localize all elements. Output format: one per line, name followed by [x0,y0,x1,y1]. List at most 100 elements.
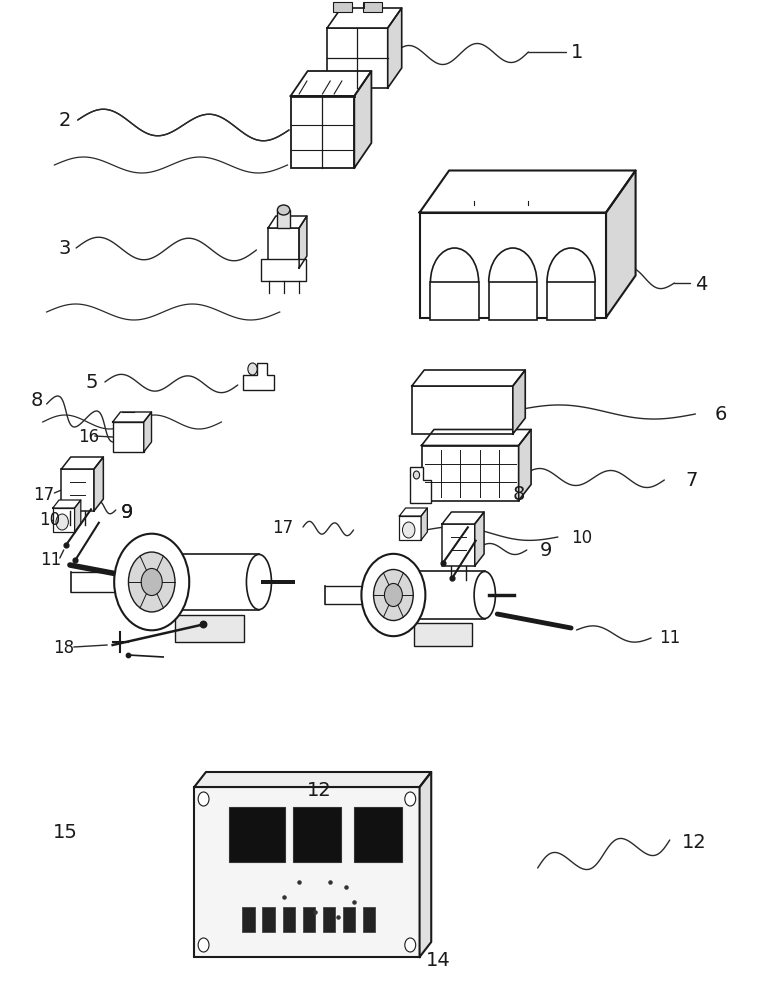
Circle shape [361,554,425,636]
Bar [363,2,382,12]
Bar [327,28,388,88]
Bar [293,807,341,862]
Bar [229,807,285,862]
Bar [277,210,290,228]
Polygon shape [194,772,431,787]
Bar [547,282,595,320]
Polygon shape [144,412,152,452]
Text: 10: 10 [39,511,60,529]
Circle shape [248,363,257,375]
Point [347,894,360,910]
Polygon shape [413,623,472,646]
Point [324,874,336,890]
Text: 6: 6 [715,406,727,424]
Circle shape [198,792,209,806]
Bar [242,907,255,932]
Text: 4: 4 [695,275,708,294]
Polygon shape [176,615,244,642]
Polygon shape [421,508,427,540]
Circle shape [141,568,162,596]
Ellipse shape [277,205,290,215]
Bar [303,907,315,932]
Bar [421,446,519,500]
Polygon shape [327,8,402,28]
Polygon shape [53,500,81,508]
Bar [322,907,335,932]
Circle shape [385,583,402,607]
Text: 14: 14 [426,950,451,970]
Polygon shape [399,508,427,516]
Point [332,909,344,925]
Ellipse shape [246,554,271,610]
Bar [263,907,275,932]
Ellipse shape [148,554,173,610]
Bar [113,422,144,452]
Circle shape [198,938,209,952]
Point [277,889,290,905]
Bar [442,524,475,566]
Bar [420,213,606,318]
Polygon shape [420,772,431,957]
Bar [61,469,94,511]
Circle shape [114,534,190,630]
Bar [363,907,375,932]
Text: 9: 9 [540,540,552,560]
Bar [401,571,485,619]
Bar [53,508,75,532]
Point [308,904,321,920]
Polygon shape [606,170,636,318]
Text: 2: 2 [58,110,71,129]
Point [340,879,352,895]
Circle shape [413,471,420,479]
Text: 8: 8 [513,486,525,504]
Polygon shape [421,430,531,446]
Ellipse shape [474,571,496,619]
Text: 7: 7 [685,471,698,489]
Polygon shape [513,370,525,434]
Polygon shape [475,512,484,566]
Text: 11: 11 [659,629,680,647]
Polygon shape [113,412,152,422]
Point [446,570,458,586]
Point [60,537,72,553]
Bar [343,907,355,932]
Text: 3: 3 [58,238,71,257]
Point [293,874,305,890]
Polygon shape [519,430,531,500]
Text: 9: 9 [120,502,133,522]
Bar [399,516,421,540]
Bar [489,282,537,320]
Polygon shape [442,512,484,524]
Text: 11: 11 [40,551,61,569]
Bar [291,96,354,168]
Text: 18: 18 [53,639,74,657]
Text: 10: 10 [571,529,592,547]
Bar [268,228,299,268]
Polygon shape [299,216,307,268]
Circle shape [374,569,413,621]
Text: 9: 9 [120,502,133,522]
Text: 1: 1 [571,42,584,62]
Bar [161,554,259,610]
Text: 5: 5 [85,372,98,391]
Text: 12: 12 [307,780,332,800]
Polygon shape [412,386,513,434]
Circle shape [56,514,68,530]
Polygon shape [412,370,525,386]
Text: 15: 15 [53,822,78,842]
Circle shape [405,792,416,806]
Circle shape [128,552,175,612]
Polygon shape [75,500,81,532]
Point [69,552,82,568]
Circle shape [405,938,416,952]
Polygon shape [243,363,274,390]
Text: 17: 17 [33,486,54,504]
Point [122,647,134,663]
Circle shape [402,522,415,538]
Polygon shape [388,8,402,88]
Text: 8: 8 [31,390,44,410]
Bar [430,282,479,320]
Point [197,616,209,632]
Point [437,555,449,571]
Bar [354,807,402,862]
